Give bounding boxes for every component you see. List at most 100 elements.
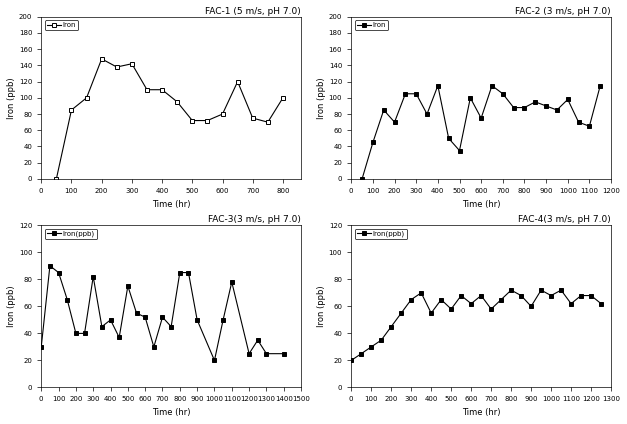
Iron [564, 97, 572, 102]
Line: Iron: Iron [55, 57, 285, 181]
Iron [204, 118, 211, 123]
Iron [586, 124, 593, 129]
Iron [477, 116, 485, 121]
Legend: Iron(ppb): Iron(ppb) [355, 229, 407, 240]
Iron(ppb) [398, 310, 405, 315]
Iron(ppb) [467, 301, 475, 306]
Iron(ppb) [387, 324, 395, 329]
Iron(ppb) [228, 279, 236, 285]
Iron(ppb) [507, 287, 515, 293]
Iron(ppb) [477, 293, 485, 298]
Iron(ppb) [557, 287, 565, 293]
Iron(ppb) [347, 358, 355, 363]
Text: FAC-2 (3 m/s, pH 7.0): FAC-2 (3 m/s, pH 7.0) [515, 7, 611, 16]
Iron(ppb) [448, 307, 455, 312]
Iron(ppb) [263, 351, 270, 356]
Iron(ppb) [159, 315, 166, 320]
Iron(ppb) [598, 301, 605, 306]
Y-axis label: Iron (ppb): Iron (ppb) [317, 77, 326, 119]
X-axis label: Time (hr): Time (hr) [152, 200, 191, 209]
Iron [249, 116, 256, 121]
Iron(ppb) [497, 297, 505, 302]
Iron [143, 87, 150, 92]
Iron(ppb) [98, 324, 105, 329]
Iron(ppb) [458, 293, 465, 298]
Iron(ppb) [357, 351, 365, 356]
Iron(ppb) [133, 310, 140, 315]
Iron [488, 83, 496, 88]
Text: FAC-3(3 m/s, pH 7.0): FAC-3(3 m/s, pH 7.0) [208, 215, 301, 224]
Y-axis label: Iron (ppb): Iron (ppb) [7, 285, 16, 327]
Iron [219, 112, 226, 117]
Iron(ppb) [81, 331, 88, 336]
Iron(ppb) [219, 317, 227, 322]
Iron [113, 64, 120, 70]
Iron(ppb) [254, 338, 261, 343]
Iron(ppb) [567, 301, 575, 306]
Iron(ppb) [176, 270, 184, 275]
Iron [234, 79, 241, 84]
Line: Iron: Iron [360, 84, 603, 181]
Legend: Iron(ppb): Iron(ppb) [45, 229, 97, 240]
Iron(ppb) [211, 358, 218, 363]
Iron(ppb) [167, 324, 175, 329]
Iron [380, 107, 387, 112]
Iron [532, 99, 539, 104]
Line: Iron(ppb): Iron(ppb) [39, 264, 286, 363]
Iron(ppb) [124, 284, 132, 289]
Iron [128, 61, 135, 66]
Y-axis label: Iron (ppb): Iron (ppb) [7, 77, 16, 119]
Iron [434, 83, 441, 88]
Iron(ppb) [577, 293, 585, 298]
Iron(ppb) [185, 270, 192, 275]
Iron [174, 99, 181, 104]
Iron [159, 87, 166, 92]
Iron [264, 120, 271, 125]
Iron [445, 136, 453, 141]
Iron(ppb) [38, 344, 45, 349]
Iron(ppb) [438, 297, 445, 302]
X-axis label: Time (hr): Time (hr) [462, 408, 500, 417]
Iron(ppb) [150, 344, 157, 349]
Legend: Iron: Iron [355, 20, 388, 31]
Iron(ppb) [547, 293, 555, 298]
Iron [456, 148, 463, 153]
Y-axis label: Iron (ppb): Iron (ppb) [317, 285, 326, 327]
Iron(ppb) [107, 317, 114, 322]
X-axis label: Time (hr): Time (hr) [462, 200, 500, 209]
Iron [520, 105, 528, 110]
Text: FAC-1 (5 m/s, pH 7.0): FAC-1 (5 m/s, pH 7.0) [205, 7, 301, 16]
Iron(ppb) [367, 344, 375, 349]
Iron(ppb) [428, 310, 435, 315]
X-axis label: Time (hr): Time (hr) [152, 408, 191, 417]
Text: FAC-4(3 m/s, pH 7.0): FAC-4(3 m/s, pH 7.0) [519, 215, 611, 224]
Iron(ppb) [115, 335, 123, 340]
Iron [83, 95, 90, 100]
Iron [413, 91, 420, 96]
Iron [358, 176, 366, 181]
Iron [98, 56, 105, 61]
Iron [53, 176, 60, 181]
Iron [466, 95, 474, 100]
Line: Iron(ppb): Iron(ppb) [349, 288, 603, 363]
Iron [596, 83, 604, 88]
Legend: Iron: Iron [45, 20, 78, 31]
Iron(ppb) [90, 274, 97, 279]
Iron [542, 103, 550, 109]
Iron(ppb) [142, 315, 149, 320]
Iron(ppb) [517, 293, 525, 298]
Iron(ppb) [193, 317, 201, 322]
Iron [391, 120, 398, 125]
Iron [68, 107, 75, 112]
Iron(ppb) [527, 304, 535, 309]
Iron(ppb) [418, 290, 425, 296]
Iron(ppb) [245, 351, 253, 356]
Iron [423, 112, 431, 117]
Iron(ppb) [377, 338, 385, 343]
Iron [279, 95, 287, 100]
Iron [553, 107, 561, 112]
Iron(ppb) [55, 270, 62, 275]
Iron(ppb) [408, 297, 415, 302]
Iron [575, 120, 582, 125]
Iron [510, 105, 517, 110]
